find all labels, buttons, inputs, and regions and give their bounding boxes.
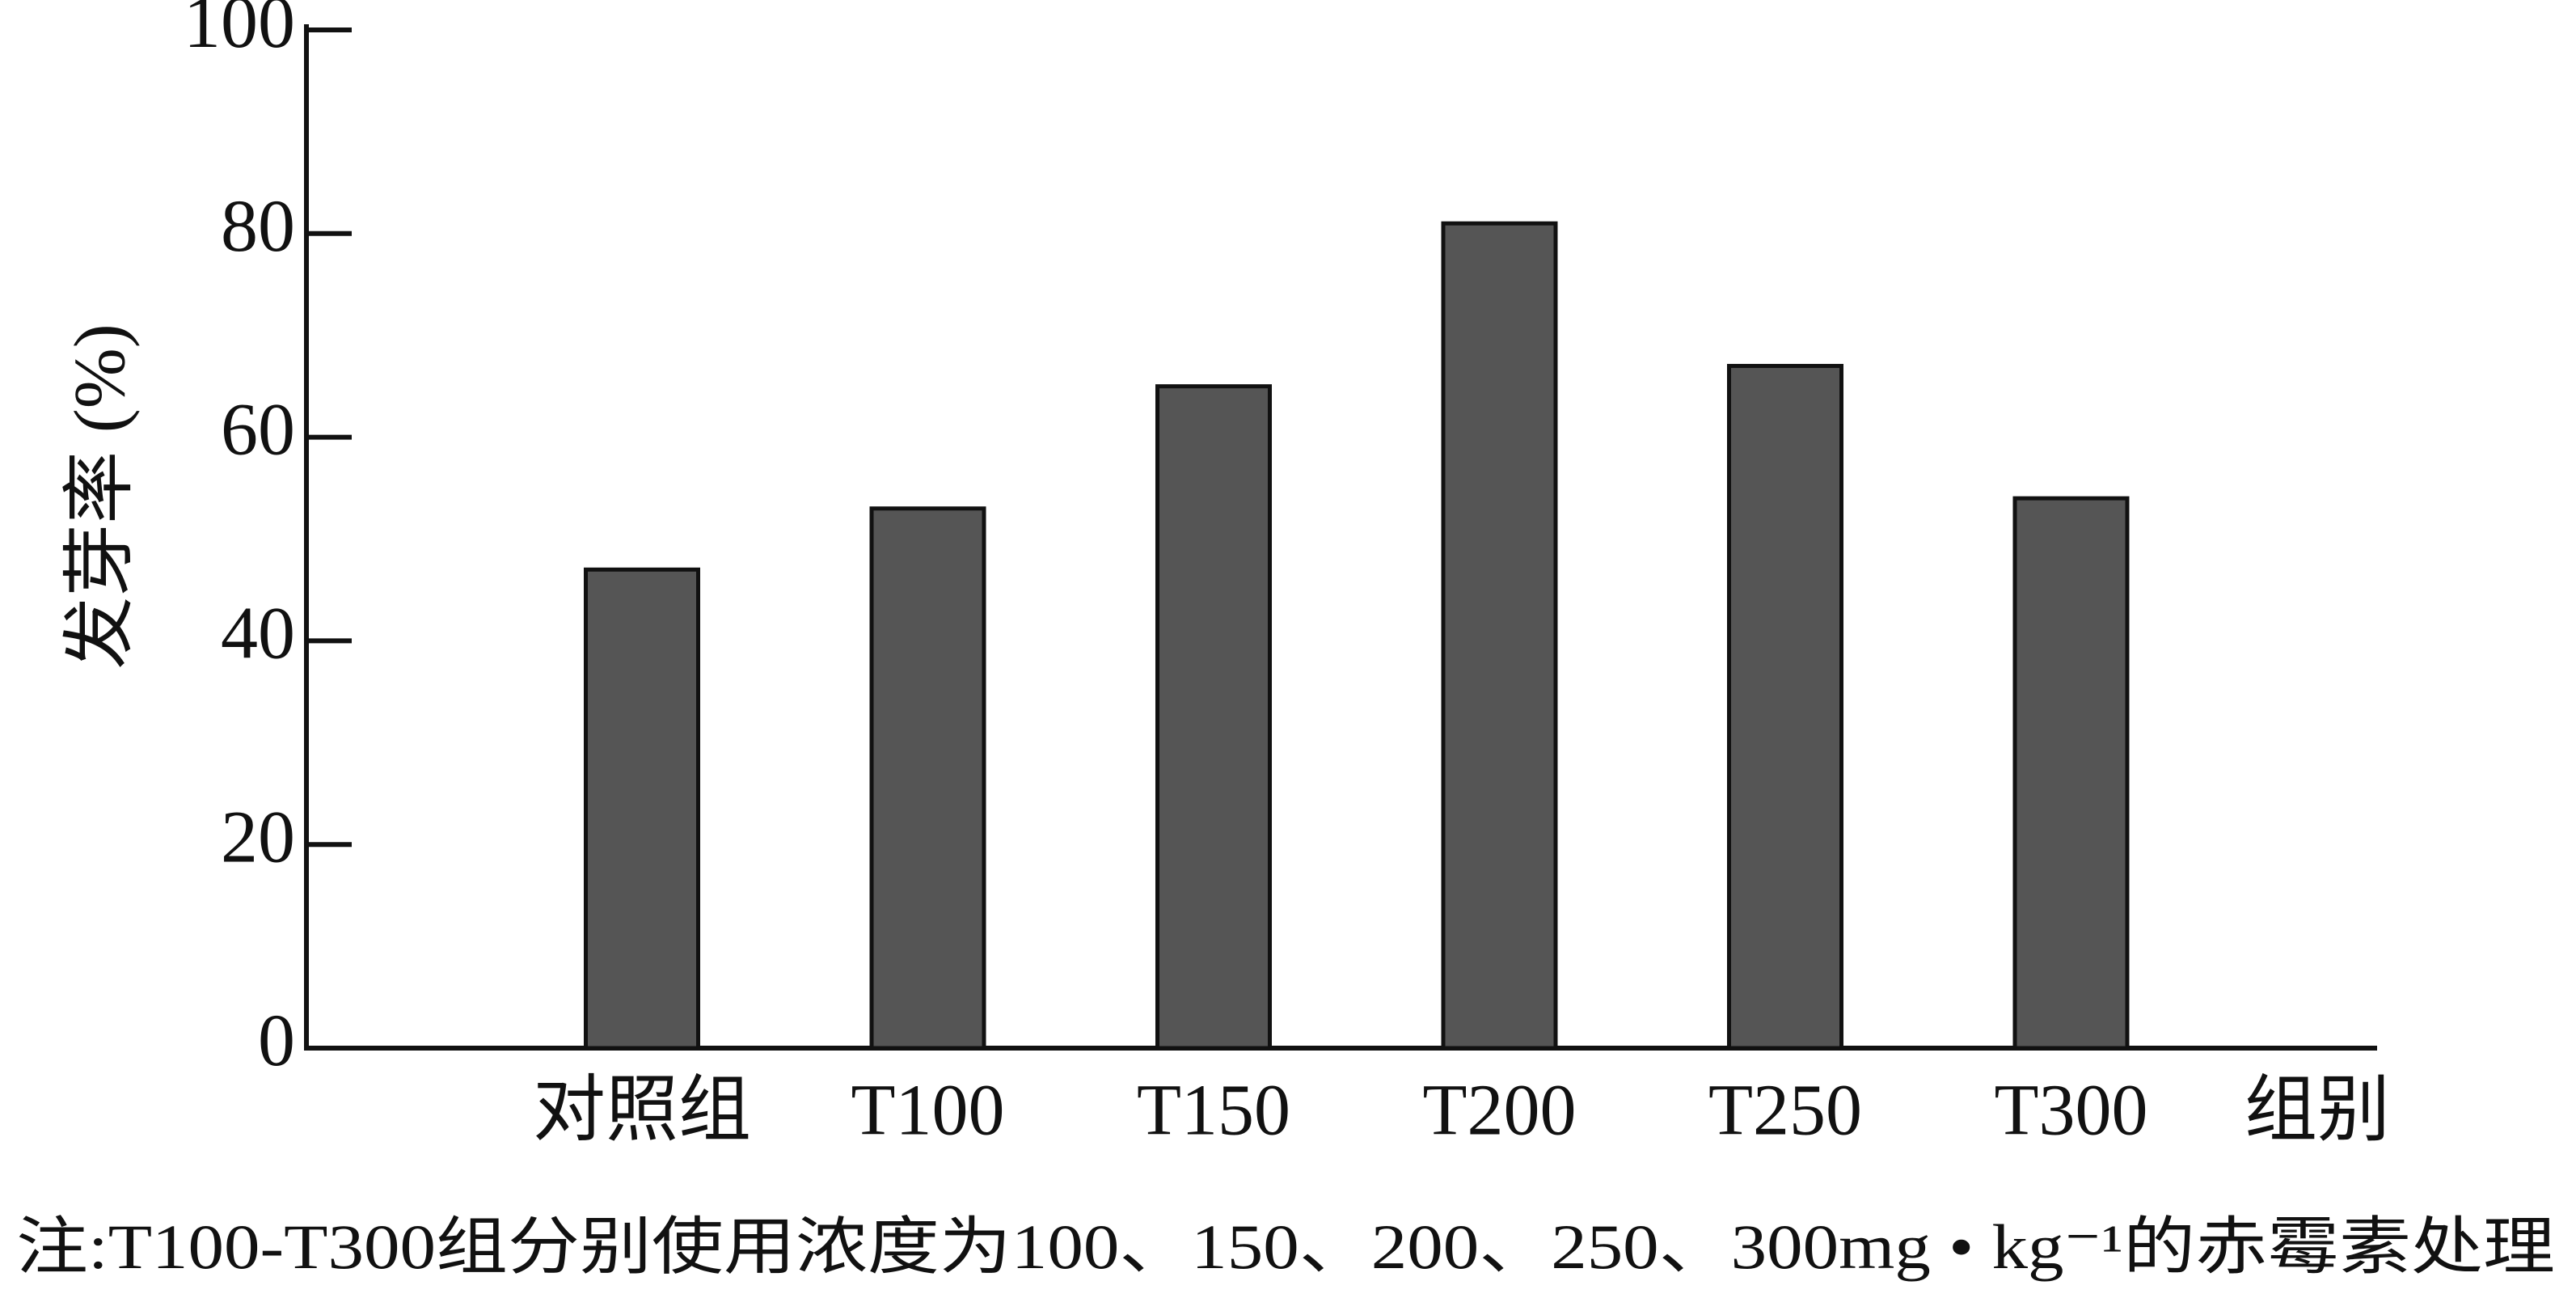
y-tick-label: 100 xyxy=(184,0,295,63)
bar xyxy=(1155,384,1272,1051)
bar xyxy=(869,506,986,1051)
y-axis-label: 发芽率 (%) xyxy=(61,323,141,669)
bar xyxy=(2012,496,2130,1051)
bar xyxy=(584,567,700,1051)
x-tick-label: T100 xyxy=(851,1071,1005,1151)
y-tick-label: 60 xyxy=(221,388,295,471)
y-tick-label: 80 xyxy=(221,184,295,267)
bar xyxy=(1727,363,1843,1051)
x-tick-label: T250 xyxy=(1708,1071,1862,1151)
y-tick-label: 40 xyxy=(221,592,295,674)
x-tick-label: 对照组 xyxy=(533,1071,751,1151)
y-tick-label: 0 xyxy=(258,999,295,1081)
y-tick-label: 20 xyxy=(221,795,295,877)
x-axis-label: 组别 xyxy=(2244,1071,2390,1151)
x-tick-label: T300 xyxy=(1995,1071,2148,1151)
note: 注:T100-T300组分别使用浓度为100、150、200、250、300mg… xyxy=(16,1211,2555,1282)
bar xyxy=(1441,221,1558,1051)
x-tick-label: T200 xyxy=(1423,1071,1577,1151)
x-tick-label: T150 xyxy=(1137,1071,1290,1151)
